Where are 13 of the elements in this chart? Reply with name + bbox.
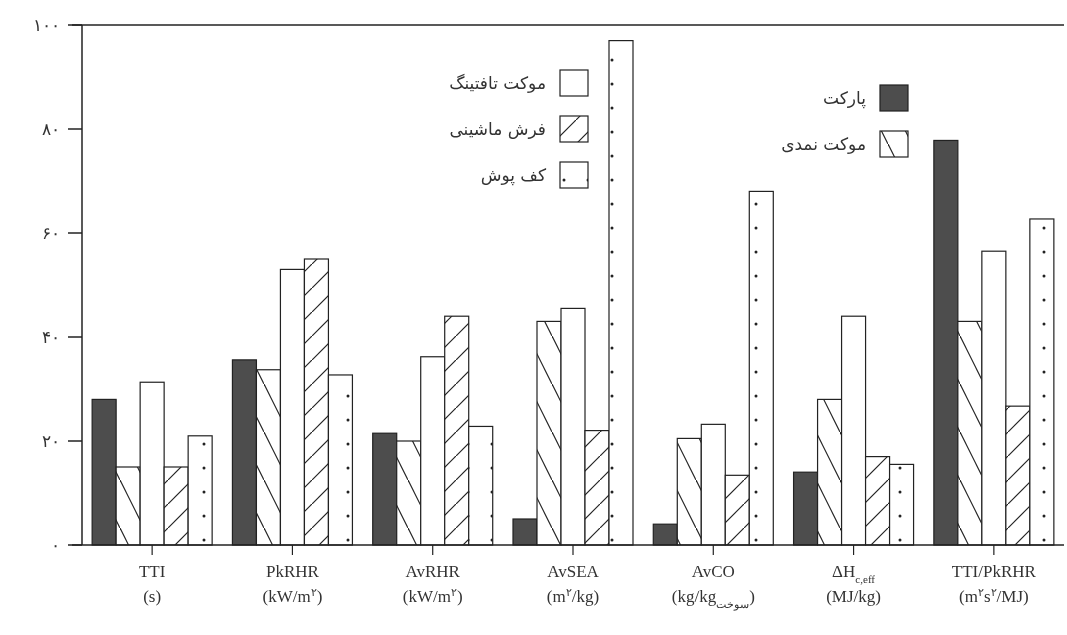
x-tick-label: TTI (s) [138,562,166,606]
legend-label: کف پوش [480,165,547,186]
y-tick-label: ۶۰ [42,224,60,243]
x-tick-label: ΔH$_{c,eff}$ (MJ/kg) [826,562,881,606]
legend-label: موکت تافتینگ [449,73,546,93]
y-tick-label: ۱۰۰ [33,16,60,35]
y-tick-label: ۲۰ [42,432,60,451]
y-tick-label: ۴۰ [42,328,60,347]
legend-label: فرش ماشینی [449,119,546,139]
y-tick-label: ۰ [51,536,60,555]
y-tick-label: ۸۰ [42,120,60,139]
legend-label: موکت نمدی [781,134,866,154]
legend-label: پارکت [823,88,867,109]
